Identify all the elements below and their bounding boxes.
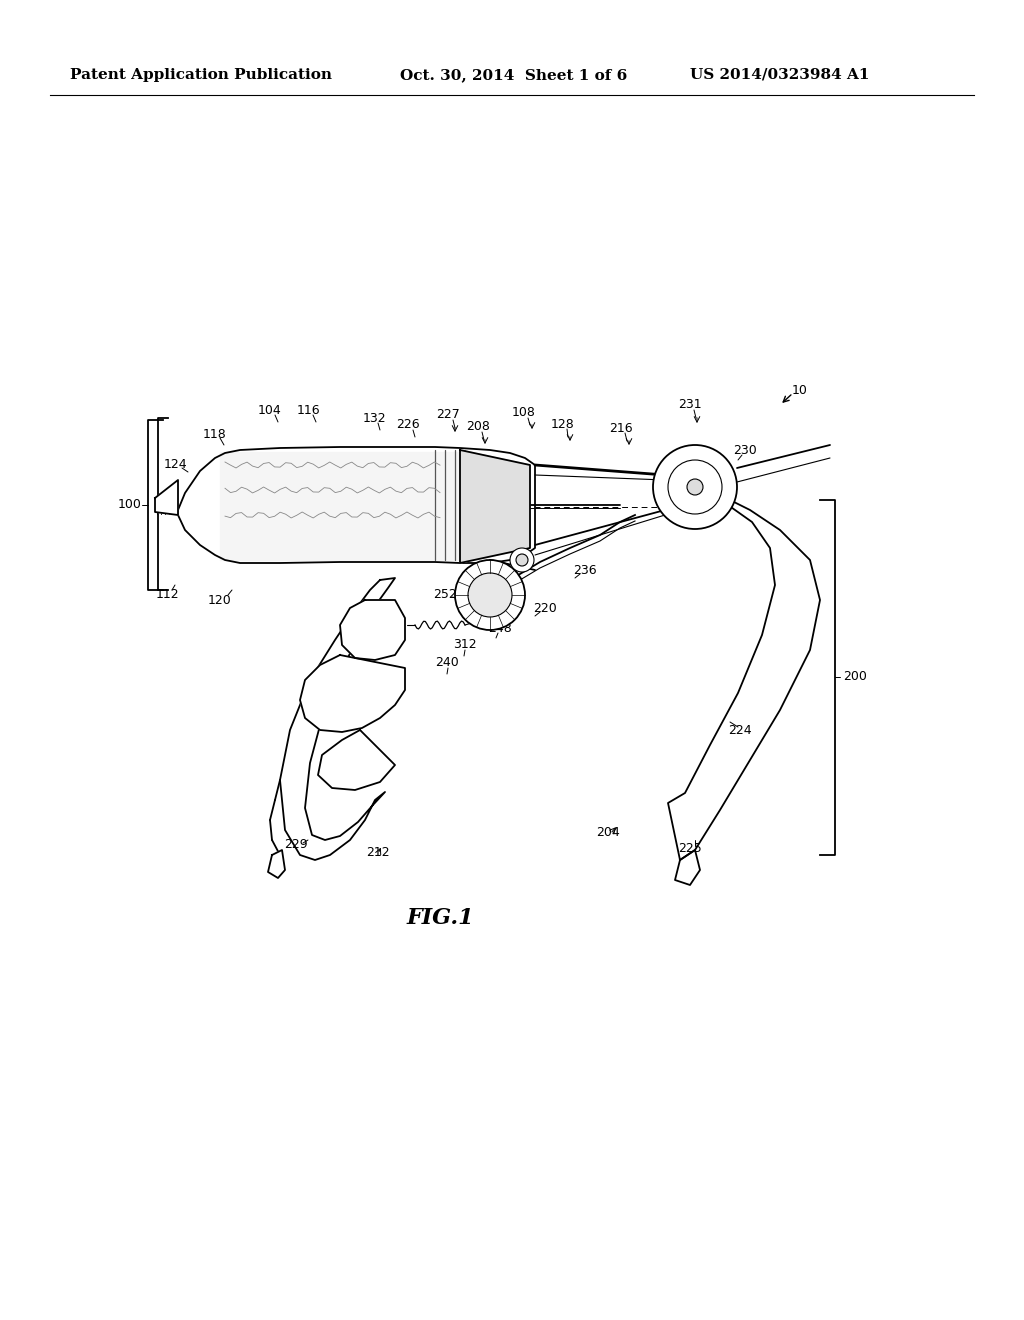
Text: 227: 227 <box>436 408 460 421</box>
Text: 240: 240 <box>435 656 459 669</box>
Text: 128: 128 <box>551 417 574 430</box>
Text: 229: 229 <box>285 838 308 851</box>
Circle shape <box>468 573 512 616</box>
Text: 230: 230 <box>733 444 757 457</box>
Polygon shape <box>220 451 460 560</box>
Text: 324: 324 <box>358 634 382 647</box>
Text: 236: 236 <box>573 564 597 577</box>
Text: 124: 124 <box>163 458 186 471</box>
Text: FIG.1: FIG.1 <box>407 907 474 929</box>
Text: 108: 108 <box>512 407 536 420</box>
Text: 104: 104 <box>258 404 282 417</box>
Text: 116: 116 <box>296 404 319 417</box>
Text: 228: 228 <box>348 698 372 711</box>
Text: 10: 10 <box>792 384 808 396</box>
Text: Oct. 30, 2014  Sheet 1 of 6: Oct. 30, 2014 Sheet 1 of 6 <box>400 69 628 82</box>
Polygon shape <box>668 495 820 861</box>
Text: US 2014/0323984 A1: US 2014/0323984 A1 <box>690 69 869 82</box>
Circle shape <box>455 560 525 630</box>
Circle shape <box>668 459 722 513</box>
Text: 220: 220 <box>534 602 557 615</box>
Polygon shape <box>268 850 285 878</box>
Text: 231: 231 <box>678 399 701 412</box>
Polygon shape <box>155 480 178 515</box>
Circle shape <box>687 479 703 495</box>
Polygon shape <box>280 578 395 861</box>
Text: Patent Application Publication: Patent Application Publication <box>70 69 332 82</box>
Text: 244: 244 <box>478 539 502 552</box>
Text: 204: 204 <box>596 825 620 838</box>
Text: 226: 226 <box>396 418 420 432</box>
Text: 100: 100 <box>118 499 142 511</box>
Circle shape <box>516 554 528 566</box>
Text: 212: 212 <box>367 846 390 858</box>
Circle shape <box>510 548 534 572</box>
Polygon shape <box>318 730 395 789</box>
Polygon shape <box>460 450 530 564</box>
Text: 312: 312 <box>454 639 477 652</box>
Text: 208: 208 <box>466 421 489 433</box>
Text: 224: 224 <box>728 723 752 737</box>
Text: 120: 120 <box>208 594 231 606</box>
Text: 252: 252 <box>433 589 457 602</box>
Polygon shape <box>675 850 700 884</box>
Text: 118: 118 <box>203 429 227 441</box>
Polygon shape <box>300 655 406 733</box>
Polygon shape <box>178 447 535 564</box>
Text: 248: 248 <box>488 622 512 635</box>
Text: 132: 132 <box>362 412 386 425</box>
Text: 216: 216 <box>609 421 633 434</box>
Text: 200: 200 <box>843 671 867 684</box>
Text: 225: 225 <box>678 842 701 854</box>
Text: 256: 256 <box>318 678 342 692</box>
Circle shape <box>653 445 737 529</box>
Text: 112: 112 <box>156 589 179 602</box>
Polygon shape <box>340 601 406 660</box>
